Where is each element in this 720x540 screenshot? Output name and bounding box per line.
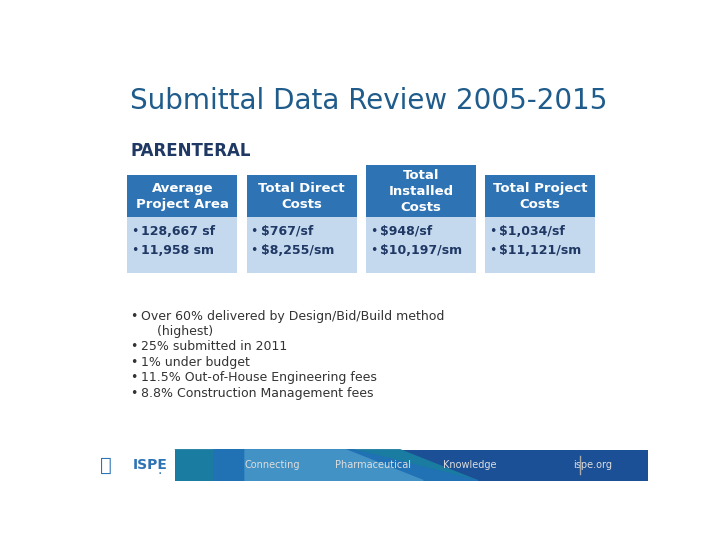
Text: PARENTERAL: PARENTERAL [130, 142, 251, 160]
Text: •: • [370, 244, 377, 257]
Polygon shape [214, 450, 477, 481]
Text: .: . [158, 463, 162, 477]
Text: Over 60% delivered by Design/Bid/Build method: Over 60% delivered by Design/Bid/Build m… [141, 309, 444, 323]
Text: •: • [130, 387, 138, 400]
Bar [127, 175, 238, 217]
Text: 1% under budget: 1% under budget [141, 356, 250, 369]
Text: •: • [130, 372, 138, 384]
Bar [90, 450, 175, 481]
Bar [366, 165, 476, 217]
Text: (highest): (highest) [141, 325, 213, 338]
Text: •: • [251, 244, 258, 257]
Polygon shape [245, 450, 423, 481]
Bar [246, 217, 356, 273]
Text: $11,121/sm: $11,121/sm [499, 244, 582, 257]
Bar [485, 217, 595, 273]
Text: •: • [490, 225, 497, 238]
Text: Average
Project Area: Average Project Area [136, 181, 229, 211]
Text: $948/sf: $948/sf [380, 225, 432, 238]
Text: 25% submitted in 2011: 25% submitted in 2011 [141, 340, 287, 354]
Text: Submittal Data Review 2005-2015: Submittal Data Review 2005-2015 [130, 87, 608, 115]
Bar [90, 450, 648, 481]
Bar [175, 450, 648, 481]
Text: Total Project
Costs: Total Project Costs [493, 181, 588, 211]
Text: $767/sf: $767/sf [261, 225, 313, 238]
Bar [366, 217, 476, 273]
Text: •: • [130, 340, 138, 354]
Text: •: • [131, 225, 139, 238]
Text: Total
Installed
Costs: Total Installed Costs [388, 168, 454, 214]
Text: •: • [131, 244, 139, 257]
Text: Knowledge: Knowledge [443, 460, 497, 470]
Text: $10,197/sm: $10,197/sm [380, 244, 462, 257]
Text: $8,255/sm: $8,255/sm [261, 244, 334, 257]
Bar [485, 175, 595, 217]
Text: •: • [490, 244, 497, 257]
Text: Connecting: Connecting [244, 460, 300, 470]
Text: •: • [130, 309, 138, 323]
Bar [246, 175, 356, 217]
Text: •: • [370, 225, 377, 238]
Text: •: • [130, 356, 138, 369]
Text: •: • [251, 225, 258, 238]
Text: 11.5% Out-of-House Engineering fees: 11.5% Out-of-House Engineering fees [141, 372, 377, 384]
Text: 128,667 sf: 128,667 sf [141, 225, 215, 238]
Text: 11,958 sm: 11,958 sm [141, 244, 214, 257]
Text: $1,034/sf: $1,034/sf [499, 225, 565, 238]
Polygon shape [175, 450, 477, 481]
Text: Pharmaceutical: Pharmaceutical [335, 460, 411, 470]
Text: Total Direct
Costs: Total Direct Costs [258, 181, 345, 211]
Text: 8.8% Construction Management fees: 8.8% Construction Management fees [141, 387, 374, 400]
Text: ispe.org: ispe.org [572, 460, 612, 470]
Text: ⧉: ⧉ [99, 456, 112, 475]
Bar [127, 217, 238, 273]
Text: ISPE: ISPE [132, 458, 168, 472]
